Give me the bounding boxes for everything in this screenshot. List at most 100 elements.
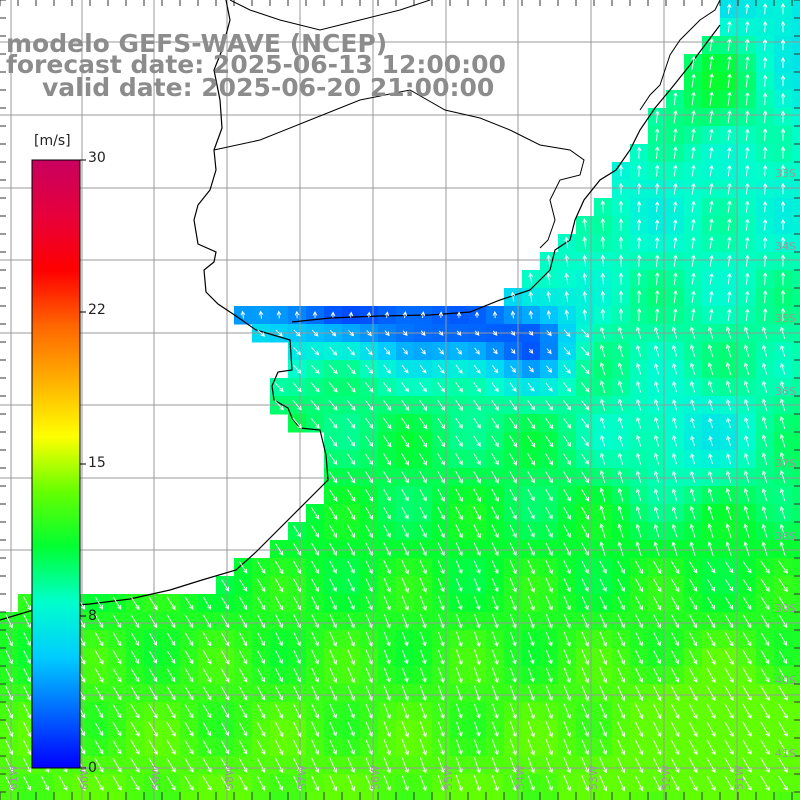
- wind-arrow: [112, 775, 122, 791]
- wind-arrow: [112, 686, 122, 701]
- wind-arrow: [257, 329, 266, 337]
- wind-arrow: [456, 631, 463, 648]
- wind-arrow: [528, 668, 535, 683]
- wind-cell: [792, 666, 800, 685]
- wind-arrow: [600, 200, 606, 213]
- wind-arrow: [401, 757, 409, 774]
- wind-arrow: [491, 470, 499, 484]
- wind-cell: [396, 792, 415, 800]
- wind-cell: [792, 90, 800, 109]
- wind-arrow: [725, 470, 732, 483]
- longitude-label: 51W: [733, 765, 746, 790]
- wind-arrow: [347, 703, 355, 719]
- wind-arrow: [166, 650, 176, 665]
- wind-arrow: [292, 739, 302, 756]
- wind-arrow: [653, 614, 661, 629]
- wind-arrow: [581, 435, 589, 447]
- wind-arrow: [762, 218, 768, 231]
- wind-arrow: [346, 399, 356, 411]
- wind-arrow: [491, 365, 499, 374]
- wind-arrow: [455, 453, 463, 466]
- wind-arrow: [474, 347, 480, 355]
- wind-arrow: [780, 271, 786, 286]
- wind-arrow: [184, 614, 194, 629]
- wind-arrow: [563, 596, 571, 611]
- wind-arrow: [221, 596, 230, 610]
- wind-arrow: [94, 614, 104, 629]
- wind-arrow: [166, 757, 176, 773]
- wind-arrow: [364, 381, 374, 393]
- wind-arrow: [581, 453, 589, 465]
- wind-arrow: [744, 146, 750, 159]
- wind-cell: [324, 792, 343, 800]
- wind-arrow: [563, 721, 571, 738]
- wind-arrow: [293, 329, 301, 337]
- wind-arrow: [364, 399, 374, 411]
- wind-arrow: [744, 182, 750, 195]
- wind-arrow: [401, 507, 409, 520]
- wind-arrow: [311, 721, 320, 737]
- wind-arrow: [329, 329, 337, 337]
- wind-arrow: [563, 578, 571, 593]
- wind-arrow: [184, 704, 194, 719]
- wind-arrow: [527, 489, 535, 502]
- wind-arrow: [238, 686, 248, 701]
- wind-arrow: [670, 596, 680, 611]
- wind-arrow: [347, 757, 355, 774]
- wind-arrow: [383, 542, 391, 557]
- wind-arrow: [780, 110, 786, 123]
- wind-arrow: [455, 542, 463, 557]
- wind-arrow: [328, 435, 338, 447]
- wind-arrow: [689, 523, 696, 538]
- wind-arrow: [600, 416, 606, 429]
- longitude-label: 58W: [223, 765, 236, 790]
- wind-arrow: [256, 775, 266, 791]
- wind-arrow: [563, 471, 572, 484]
- wind-arrow: [778, 596, 788, 611]
- wind-arrow: [654, 289, 660, 304]
- wind-arrow: [420, 667, 427, 683]
- wind-arrow: [202, 740, 212, 755]
- wind-cell: [432, 792, 451, 800]
- wind-arrow: [293, 703, 302, 720]
- wind-arrow: [402, 311, 408, 318]
- wind-arrow: [510, 365, 516, 373]
- wind-arrow: [778, 739, 788, 755]
- wind-arrow: [779, 326, 786, 339]
- wind-arrow: [743, 487, 750, 502]
- wind-arrow: [600, 326, 606, 339]
- wind-arrow: [652, 685, 662, 702]
- wind-arrow: [745, 73, 750, 88]
- wind-cell: [792, 684, 800, 703]
- wind-cell: [792, 774, 800, 793]
- wind-arrow: [600, 236, 606, 249]
- wind-arrow: [437, 560, 445, 575]
- wind-arrow: [329, 757, 338, 774]
- wind-arrow: [437, 721, 445, 738]
- wind-arrow: [437, 703, 445, 720]
- wind-arrow: [94, 740, 104, 755]
- wind-arrow: [635, 667, 643, 683]
- wind-arrow: [474, 739, 481, 756]
- wind-arrow: [310, 417, 320, 429]
- wind-arrow: [238, 649, 248, 665]
- wind-arrow: [673, 109, 678, 124]
- wind-arrow: [455, 488, 463, 503]
- wind-arrow: [491, 542, 499, 557]
- wind-arrow: [256, 721, 266, 737]
- wind-arrow: [220, 775, 230, 792]
- wind-arrow: [528, 650, 535, 665]
- wind-arrow: [401, 739, 409, 756]
- wind-arrow: [600, 452, 606, 465]
- wind-arrow: [563, 347, 571, 356]
- wind-arrow: [743, 380, 750, 393]
- wind-arrow: [780, 380, 786, 393]
- wind-arrow: [311, 596, 319, 611]
- wind-arrow: [564, 309, 570, 320]
- wind-arrow: [401, 542, 409, 557]
- wind-arrow: [527, 560, 535, 575]
- wind-arrow: [688, 560, 698, 574]
- wind-arrow: [275, 614, 283, 629]
- wind-arrow: [474, 721, 481, 737]
- wind-arrow: [275, 775, 284, 791]
